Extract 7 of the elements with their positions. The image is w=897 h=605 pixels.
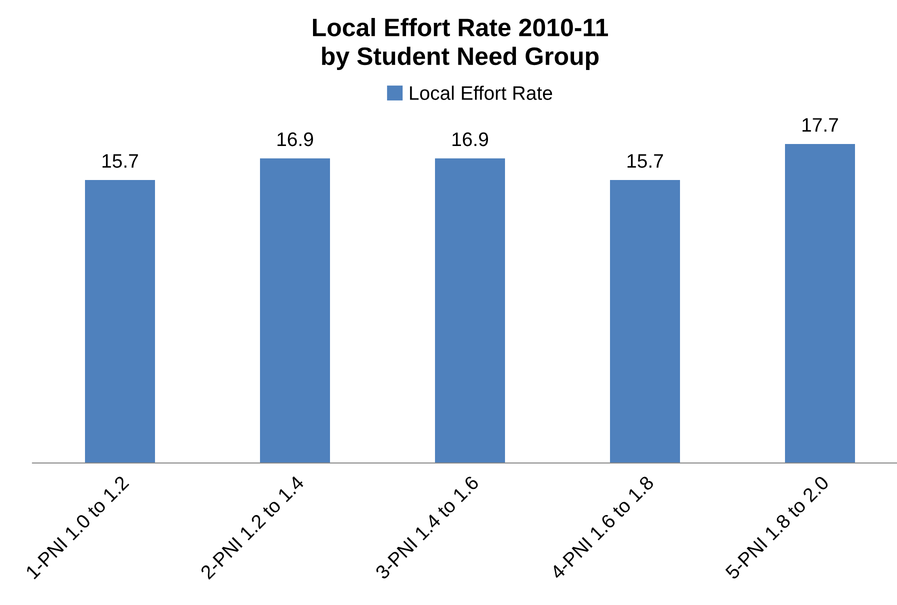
legend-label: Local Effort Rate	[410, 86, 552, 100]
chart-title: Local Effort Rate 2010-11 by Student Need Group	[313, 18, 608, 70]
data-label: 15.7	[102, 154, 138, 168]
data-label: 17.7	[802, 118, 838, 132]
data-label: 15.7	[628, 154, 663, 168]
data-label: 16.9	[278, 132, 313, 146]
data-label: 16.9	[452, 132, 488, 146]
